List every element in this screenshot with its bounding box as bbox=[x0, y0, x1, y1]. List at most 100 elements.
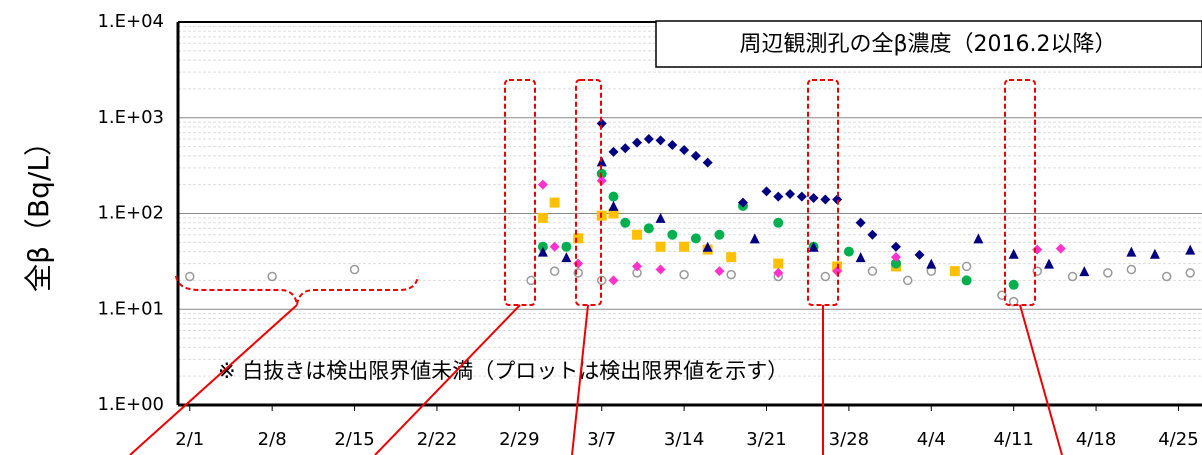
pointer-lines bbox=[129, 304, 1063, 455]
point bbox=[679, 269, 689, 280]
point bbox=[1067, 271, 1078, 282]
y-tick-label: 1.E+00 bbox=[97, 394, 164, 415]
point bbox=[573, 258, 584, 269]
point bbox=[655, 264, 666, 275]
point bbox=[596, 118, 607, 129]
point bbox=[997, 290, 1007, 301]
point bbox=[773, 217, 784, 228]
highlight-box bbox=[575, 79, 602, 306]
plot-area: 1.E+00 1.E+01 1.E+02 1.E+03 1.E+04 2/1 2/8 2/15… bbox=[97, 11, 1202, 450]
x-tick-label: 4/25 bbox=[1158, 429, 1198, 450]
point bbox=[890, 258, 901, 269]
point bbox=[832, 194, 843, 205]
point bbox=[608, 146, 619, 157]
point bbox=[902, 275, 913, 286]
pointer-line bbox=[374, 304, 521, 455]
point bbox=[655, 135, 666, 146]
pointer-line bbox=[129, 304, 298, 455]
brace bbox=[175, 275, 419, 306]
y-tick-label: 1.E+04 bbox=[97, 11, 164, 32]
point bbox=[561, 241, 572, 252]
highlight-box bbox=[1004, 79, 1036, 306]
point bbox=[690, 233, 701, 244]
point bbox=[808, 241, 819, 252]
y-axis-label: 全β（Bq/L） bbox=[22, 128, 55, 292]
point bbox=[608, 208, 619, 219]
point bbox=[843, 246, 854, 257]
point bbox=[573, 233, 584, 244]
x-tick-label: 4/11 bbox=[993, 429, 1033, 450]
point bbox=[737, 197, 748, 208]
point bbox=[726, 269, 736, 280]
point bbox=[714, 229, 725, 240]
point bbox=[1043, 258, 1054, 269]
point bbox=[526, 275, 536, 286]
point bbox=[808, 193, 819, 204]
point bbox=[855, 217, 866, 228]
x-tick-label: 3/7 bbox=[587, 429, 616, 450]
point bbox=[820, 271, 831, 282]
annotation: ※ 白抜きは検出限界値未満（プロットは検出限界値を示す） bbox=[218, 359, 788, 383]
point bbox=[867, 229, 878, 240]
point bbox=[608, 200, 619, 211]
point bbox=[1126, 264, 1137, 275]
point bbox=[890, 241, 901, 252]
point bbox=[1008, 248, 1019, 259]
point bbox=[1032, 244, 1043, 255]
x-tick-label: 3/21 bbox=[746, 429, 786, 450]
point bbox=[349, 264, 360, 275]
y-tick-label: 1.E+02 bbox=[97, 203, 164, 224]
y-tick-label: 1.E+01 bbox=[97, 298, 164, 319]
point bbox=[761, 186, 772, 197]
point bbox=[267, 271, 277, 282]
point bbox=[596, 175, 607, 186]
point bbox=[537, 212, 548, 223]
point bbox=[773, 191, 784, 202]
point bbox=[1149, 248, 1160, 259]
point bbox=[537, 246, 548, 257]
highlights bbox=[175, 79, 1036, 306]
x-tick-label: 3/14 bbox=[664, 429, 704, 450]
pointer-line bbox=[1019, 304, 1063, 455]
x-tick-label: 2/8 bbox=[258, 429, 287, 450]
point bbox=[667, 229, 678, 240]
highlight-box bbox=[807, 79, 839, 306]
point bbox=[961, 261, 972, 272]
point bbox=[1079, 266, 1090, 277]
point bbox=[773, 267, 784, 278]
x-tick-label: 3/28 bbox=[829, 429, 869, 450]
point bbox=[537, 179, 548, 190]
x-tick-label: 2/29 bbox=[499, 429, 539, 450]
point bbox=[820, 194, 831, 205]
point bbox=[549, 266, 560, 276]
point bbox=[679, 241, 690, 252]
point bbox=[702, 241, 713, 252]
point bbox=[655, 212, 666, 223]
point bbox=[643, 223, 654, 234]
x-tick-label: 4/4 bbox=[917, 429, 946, 450]
point bbox=[185, 271, 195, 282]
point bbox=[655, 241, 666, 252]
y-tick-label: 1.E+03 bbox=[97, 107, 164, 128]
point bbox=[679, 145, 690, 156]
point bbox=[796, 191, 807, 202]
point bbox=[632, 261, 643, 272]
point bbox=[926, 258, 937, 269]
point bbox=[1185, 244, 1196, 255]
point bbox=[890, 252, 901, 263]
point bbox=[726, 252, 737, 263]
point bbox=[1055, 243, 1066, 254]
x-tick-label: 2/15 bbox=[334, 429, 374, 450]
point bbox=[608, 191, 619, 202]
point bbox=[643, 133, 654, 144]
point bbox=[667, 139, 678, 150]
point bbox=[632, 137, 643, 148]
point bbox=[690, 150, 701, 161]
x-tick-label: 4/18 bbox=[1076, 429, 1116, 450]
point bbox=[549, 241, 560, 252]
point bbox=[632, 229, 643, 240]
point bbox=[561, 252, 572, 263]
point bbox=[620, 143, 631, 154]
point bbox=[1103, 268, 1113, 278]
